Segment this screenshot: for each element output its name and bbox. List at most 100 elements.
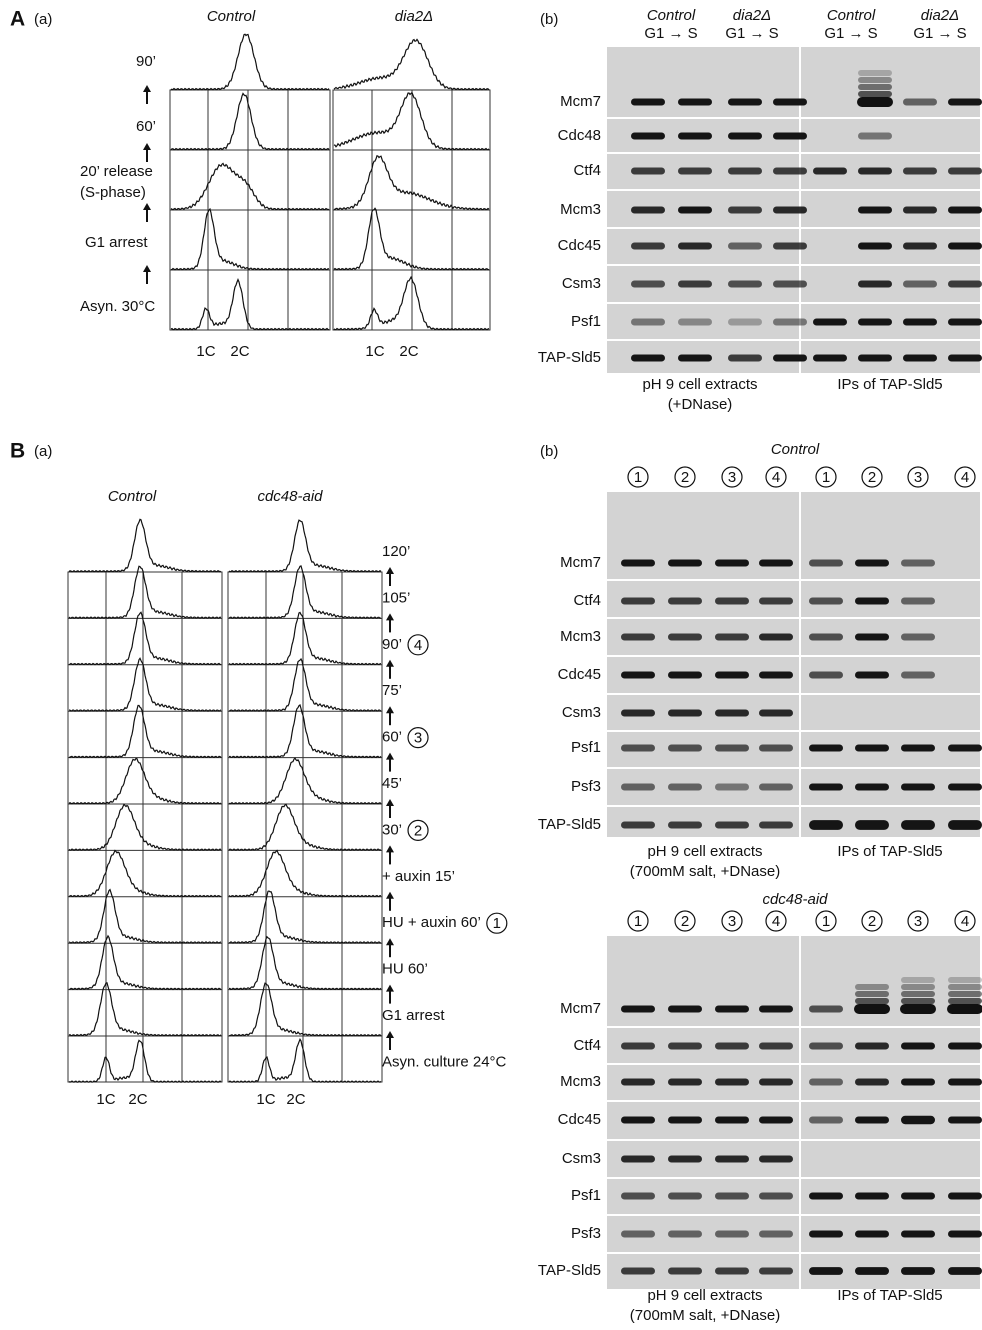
band <box>715 560 749 567</box>
lane-strain: Control <box>827 7 876 24</box>
lane-phase: G1 → S <box>913 25 966 42</box>
protein-label: Csm3 <box>562 1150 601 1167</box>
band <box>855 560 889 567</box>
histogram-grid <box>228 572 382 1082</box>
band <box>715 634 749 641</box>
band <box>901 1193 935 1200</box>
arrow-head <box>386 1031 394 1038</box>
histogram <box>229 758 381 804</box>
histogram <box>229 705 381 758</box>
histogram <box>229 520 381 572</box>
band <box>858 207 892 214</box>
lane-number: 4 <box>772 469 780 486</box>
band <box>903 355 937 362</box>
histogram <box>69 566 221 618</box>
band <box>631 319 665 326</box>
lane-number: 3 <box>728 913 736 930</box>
band <box>759 1006 793 1013</box>
histogram <box>334 39 489 89</box>
arrow-head <box>386 845 394 852</box>
band <box>759 1117 793 1124</box>
lane-number: 4 <box>961 469 969 486</box>
band <box>728 319 762 326</box>
band <box>855 1193 889 1200</box>
band <box>901 1231 935 1238</box>
band <box>728 168 762 175</box>
arrow-head <box>386 753 394 760</box>
band <box>903 243 937 250</box>
timepoint-label: 30’ <box>382 821 402 838</box>
lane-phase: G1 → S <box>644 25 697 42</box>
band <box>678 207 712 214</box>
band <box>759 1079 793 1086</box>
histogram <box>69 804 221 850</box>
band <box>621 1193 655 1200</box>
band <box>631 168 665 175</box>
histogram <box>171 209 329 270</box>
panel-label: A <box>10 8 25 31</box>
histogram <box>69 519 221 572</box>
marker-number: 3 <box>414 730 422 747</box>
band <box>809 1117 843 1124</box>
band <box>715 1079 749 1086</box>
band <box>759 1043 793 1050</box>
histogram <box>171 280 329 330</box>
protein-label: Cdc45 <box>558 666 601 683</box>
timepoint-label: Asyn. 30°C <box>80 298 155 315</box>
band <box>728 355 762 362</box>
band <box>715 1006 749 1013</box>
protein-label: Psf1 <box>571 739 601 756</box>
band <box>948 998 982 1004</box>
lane-number: 2 <box>681 913 689 930</box>
band <box>668 1268 702 1275</box>
band <box>948 820 982 830</box>
histogram <box>229 566 381 618</box>
protein-label: TAP-Sld5 <box>538 1262 601 1279</box>
band <box>858 84 892 90</box>
band <box>901 1267 935 1275</box>
subpanel-label: (a) <box>34 11 52 28</box>
band <box>858 355 892 362</box>
band <box>901 820 935 830</box>
strain-title: cdc48-aid <box>257 488 323 505</box>
timepoint-label: HU 60’ <box>382 961 428 978</box>
timepoint-label: 120’ <box>382 543 410 560</box>
dna-content-label: 1C <box>256 1091 275 1108</box>
band <box>715 745 749 752</box>
band <box>948 984 982 990</box>
protein-label: TAP-Sld5 <box>538 349 601 366</box>
band <box>858 91 892 97</box>
band <box>621 598 655 605</box>
blot-title: cdc48-aid <box>762 891 828 908</box>
band <box>809 560 843 567</box>
band <box>678 355 712 362</box>
band <box>773 133 807 140</box>
band <box>855 984 889 990</box>
band <box>678 133 712 140</box>
band <box>809 1079 843 1086</box>
strain-title: Control <box>207 8 256 25</box>
arrow-head <box>143 85 151 92</box>
blot-footer: IPs of TAP-Sld5 <box>837 1287 942 1304</box>
histogram <box>69 759 221 804</box>
lane-number: 1 <box>634 913 642 930</box>
band <box>678 281 712 288</box>
histogram <box>69 612 221 664</box>
lane-strain: dia2Δ <box>921 7 959 24</box>
lane-number: 3 <box>728 469 736 486</box>
band <box>668 745 702 752</box>
band <box>809 672 843 679</box>
band <box>948 207 982 214</box>
band <box>858 70 892 76</box>
band <box>621 672 655 679</box>
histogram <box>229 804 381 850</box>
band <box>948 355 982 362</box>
band <box>621 822 655 829</box>
histogram <box>69 851 221 897</box>
band <box>948 243 982 250</box>
band <box>855 991 889 997</box>
protein-label: Cdc45 <box>558 1111 601 1128</box>
dna-content-label: 2C <box>230 343 249 360</box>
band <box>948 99 982 106</box>
strain-title: Control <box>108 488 157 505</box>
